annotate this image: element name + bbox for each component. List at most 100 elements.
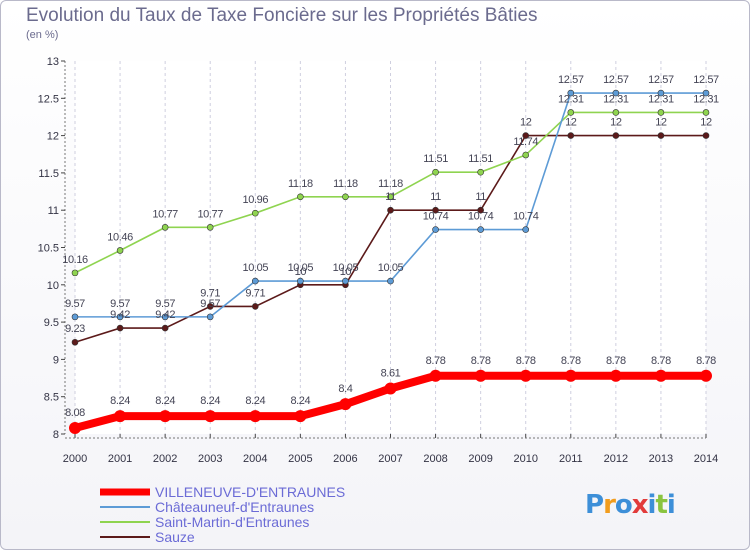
data-point: [522, 226, 530, 233]
axes: 2000 2001 2002 2003 2004 2005 2006 2007 2008 2009…: [38, 56, 719, 465]
y-tick-label: 8: [53, 429, 59, 441]
data-point: [522, 151, 530, 159]
data-label: 9.71: [200, 287, 220, 299]
logo-letter: o: [614, 490, 633, 520]
data-label: 8.78: [651, 355, 671, 367]
x-tick-label: 2007: [378, 453, 402, 465]
data-point: [702, 132, 710, 139]
data-label: 9.42: [110, 309, 130, 321]
data-label: 10.05: [288, 262, 314, 274]
data-label: 8.78: [426, 355, 446, 367]
data-label: 8.08: [65, 407, 85, 419]
data-label: 9.42: [155, 309, 175, 321]
data-label: 11.18: [333, 178, 358, 190]
data-point: [161, 324, 169, 332]
data-label: 9.23: [65, 323, 85, 335]
data-point: [702, 89, 710, 97]
x-tick-label: 2009: [468, 453, 492, 465]
data-label: 12.31: [648, 93, 674, 105]
legend-label: VILLENEUVE-D'ENTRAUNES: [155, 484, 345, 500]
x-tick-label: 2014: [694, 453, 718, 465]
data-point: [477, 206, 484, 214]
data-label: 11.18: [378, 178, 403, 190]
data-label: 11.18: [288, 178, 313, 190]
data-label: 12: [700, 117, 712, 129]
data-label: 9.57: [110, 298, 130, 310]
y-tick-label: 9: [53, 354, 59, 366]
data-point: [116, 313, 124, 321]
data-label: 10.16: [62, 254, 88, 266]
logo-letter: P: [585, 490, 604, 520]
data-label: 9.57: [155, 298, 175, 310]
data-point: [612, 132, 620, 139]
data-label: 10.74: [468, 211, 494, 223]
data-point: [116, 324, 124, 332]
data-point: [477, 168, 484, 176]
data-labels: 9.23 9.42 9.42 9.71 9.71 10 10 11 11 11 12 12 12 12 12…: [62, 74, 719, 419]
data-label: 12.57: [603, 74, 629, 86]
legend-label: Châteauneuf-d'Entraunes: [155, 499, 314, 515]
data-point: [384, 382, 397, 395]
data-label: 12: [655, 117, 667, 129]
data-point: [657, 132, 665, 139]
data-label: 11: [430, 191, 441, 203]
data-point: [204, 410, 217, 423]
data-point: [387, 193, 394, 201]
data-label: 8.24: [290, 395, 310, 407]
data-label: 12.31: [558, 93, 584, 105]
x-tick-label: 2013: [649, 453, 673, 465]
data-label: 10.96: [243, 194, 269, 206]
data-label: 10.05: [333, 262, 359, 274]
data-point: [339, 398, 352, 411]
x-tick-label: 2010: [513, 453, 537, 465]
chart-unit: (en %): [26, 29, 59, 41]
y-tick-label: 10: [47, 280, 59, 292]
data-point: [387, 206, 394, 214]
data-point: [474, 369, 487, 382]
data-label: 10: [295, 266, 307, 278]
data-label: 8.24: [200, 395, 220, 407]
data-label: 11: [475, 191, 486, 203]
data-point: [567, 109, 575, 116]
x-tick-label: 2005: [288, 453, 312, 465]
data-point: [519, 369, 532, 382]
legend-label: Sauze: [155, 529, 195, 545]
data-label: 12: [565, 117, 577, 129]
logo-letter: x: [631, 490, 649, 520]
data-label: 10: [340, 266, 352, 278]
data-label: 8.24: [245, 395, 265, 407]
data-point: [249, 410, 262, 423]
data-point: [114, 410, 127, 423]
data-point: [342, 277, 349, 285]
data-label: 12.57: [648, 74, 674, 86]
data-point: [206, 313, 214, 321]
data-label: 8.4: [338, 383, 352, 395]
x-tick-label: 2012: [604, 453, 628, 465]
data-point: [206, 303, 214, 310]
data-point: [657, 109, 665, 116]
data-point: [612, 89, 620, 97]
logo-letter: i: [666, 490, 676, 520]
data-point: [297, 277, 304, 285]
y-tick-label: 13: [47, 56, 59, 68]
y-tick-label: 12.5: [38, 93, 59, 105]
data-point: [161, 224, 169, 231]
data-point: [297, 193, 304, 201]
data-label: 8.78: [516, 355, 536, 367]
data-label: 8.24: [110, 395, 130, 407]
data-label: 10.05: [243, 262, 269, 274]
data-label: 8.61: [381, 367, 401, 379]
y-tick-label: 12: [47, 131, 59, 143]
chart-title: Evolution du Taux de Taxe Foncière sur l…: [26, 5, 538, 26]
data-point: [522, 132, 530, 139]
data-label: 10.74: [513, 211, 539, 223]
series-group: [69, 89, 712, 435]
data-point: [567, 89, 575, 97]
y-tick-label: 11.5: [38, 168, 59, 180]
data-label: 11.74: [513, 136, 538, 148]
logo-letter: i: [647, 490, 657, 520]
data-point: [432, 226, 439, 233]
data-point: [116, 247, 124, 254]
data-label: 12.57: [693, 74, 719, 86]
